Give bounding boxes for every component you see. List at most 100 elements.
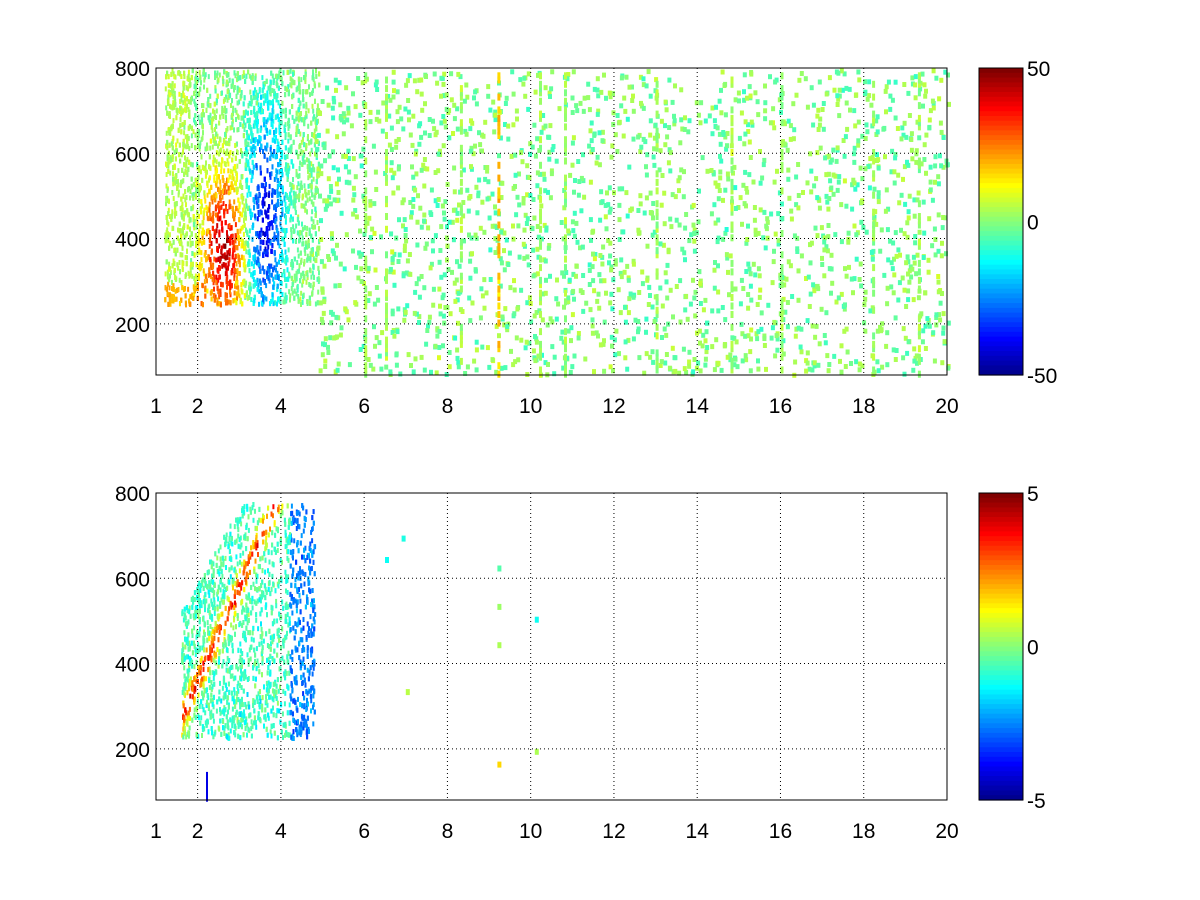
heatmap-cell bbox=[225, 140, 227, 146]
heatmap-cell bbox=[300, 301, 302, 307]
heatmap-cell bbox=[186, 143, 189, 149]
heatmap-cell bbox=[187, 125, 190, 131]
heatmap-cell bbox=[236, 186, 239, 192]
heatmap-cell bbox=[248, 235, 251, 241]
heatmap-cell bbox=[174, 74, 177, 80]
heatmap-cell bbox=[167, 99, 170, 105]
heatmap-cell bbox=[188, 159, 191, 165]
heatmap-cell bbox=[276, 145, 279, 151]
heatmap-cell bbox=[232, 105, 235, 111]
heatmap-cell bbox=[201, 103, 203, 108]
heatmap-cell bbox=[279, 280, 282, 286]
heatmap-cell bbox=[287, 132, 290, 138]
heatmap-cell bbox=[377, 340, 382, 346]
heatmap-cell bbox=[233, 290, 236, 296]
heatmap-cell bbox=[293, 273, 296, 279]
heatmap-cell bbox=[185, 272, 187, 278]
heatmap-cell bbox=[228, 236, 231, 242]
heatmap-cell bbox=[240, 115, 243, 121]
heatmap-cell bbox=[172, 71, 175, 77]
heatmap-cell bbox=[194, 273, 197, 279]
heatmap-cell bbox=[224, 255, 227, 261]
heatmap-cell bbox=[278, 243, 281, 249]
heatmap-cell bbox=[278, 181, 281, 187]
heatmap-cell bbox=[226, 265, 229, 271]
heatmap-cell bbox=[251, 76, 254, 81]
heatmap-cell bbox=[167, 157, 170, 163]
heatmap-cell bbox=[298, 89, 301, 95]
heatmap-cell bbox=[214, 141, 217, 146]
heatmap-cell bbox=[291, 114, 294, 120]
heatmap-cell bbox=[302, 241, 305, 247]
heatmap-cell bbox=[221, 253, 224, 259]
heatmap-cell bbox=[173, 95, 176, 101]
heatmap-cell bbox=[230, 83, 233, 89]
heatmap-cell bbox=[180, 129, 183, 135]
heatmap-cell bbox=[233, 276, 236, 281]
heatmap-cell bbox=[198, 128, 200, 134]
heatmap-cell bbox=[179, 117, 182, 123]
heatmap-cell bbox=[281, 236, 284, 242]
heatmap-cell bbox=[181, 263, 184, 269]
heatmap-cell bbox=[266, 157, 269, 163]
heatmap-cell bbox=[251, 136, 254, 142]
heatmap-cell bbox=[180, 241, 183, 247]
heatmap-cell bbox=[268, 192, 270, 198]
heatmap-cell bbox=[310, 171, 313, 177]
heatmap-cell bbox=[243, 246, 246, 251]
heatmap-cell bbox=[283, 195, 286, 201]
heatmap-cell bbox=[858, 165, 863, 171]
heatmap-cell bbox=[172, 118, 175, 124]
heatmap-cell bbox=[180, 280, 183, 286]
heatmap-cell bbox=[236, 85, 239, 91]
heatmap-cell bbox=[302, 103, 305, 109]
heatmap-cell bbox=[292, 224, 295, 230]
heatmap-cell bbox=[239, 299, 242, 305]
heatmap-cell bbox=[229, 240, 232, 246]
heatmap-cell bbox=[223, 139, 226, 145]
heatmap-cell bbox=[213, 277, 216, 283]
heatmap-cell bbox=[298, 83, 301, 89]
heatmap-cell bbox=[308, 160, 311, 166]
heatmap-cell bbox=[172, 181, 175, 187]
heatmap-cell bbox=[165, 286, 168, 292]
heatmap-cell bbox=[243, 293, 246, 299]
heatmap-cell bbox=[205, 107, 208, 113]
heatmap-cell bbox=[224, 162, 227, 167]
heatmap-cell bbox=[179, 206, 182, 212]
heatmap-cell bbox=[183, 171, 186, 177]
heatmap-cell bbox=[191, 162, 194, 168]
heatmap-cell bbox=[311, 90, 314, 96]
heatmap-cell bbox=[248, 117, 251, 123]
heatmap-cell bbox=[315, 73, 318, 79]
heatmap-cell bbox=[317, 161, 320, 167]
heatmap-cell bbox=[441, 81, 446, 87]
heatmap-cell bbox=[177, 178, 179, 184]
heatmap-cell bbox=[277, 297, 279, 303]
heatmap-cell bbox=[266, 229, 269, 235]
heatmap-cell bbox=[307, 134, 309, 140]
heatmap-cell bbox=[308, 173, 311, 179]
heatmap-cell bbox=[192, 192, 195, 198]
heatmap-cell bbox=[600, 129, 605, 135]
heatmap-cell bbox=[203, 252, 206, 258]
heatmap-cell bbox=[304, 207, 307, 213]
heatmap-cell bbox=[252, 283, 255, 289]
heatmap-cell bbox=[190, 258, 193, 264]
heatmap-cell bbox=[313, 142, 316, 148]
heatmap-cell bbox=[293, 118, 296, 124]
heatmap-cell bbox=[200, 257, 203, 263]
heatmap-cell bbox=[215, 228, 218, 234]
heatmap-cell bbox=[309, 300, 312, 306]
heatmap-cell bbox=[221, 226, 224, 232]
heatmap-cell bbox=[195, 74, 198, 80]
heatmap-cell bbox=[275, 153, 278, 159]
heatmap-cell bbox=[314, 116, 317, 122]
heatmap-cell bbox=[244, 165, 247, 171]
heatmap-cell bbox=[218, 72, 221, 78]
heatmap-cell bbox=[235, 300, 238, 306]
heatmap-cell bbox=[676, 178, 681, 184]
heatmap-cell bbox=[191, 240, 194, 246]
heatmap-cell bbox=[262, 277, 265, 283]
heatmap-cell bbox=[164, 271, 167, 277]
